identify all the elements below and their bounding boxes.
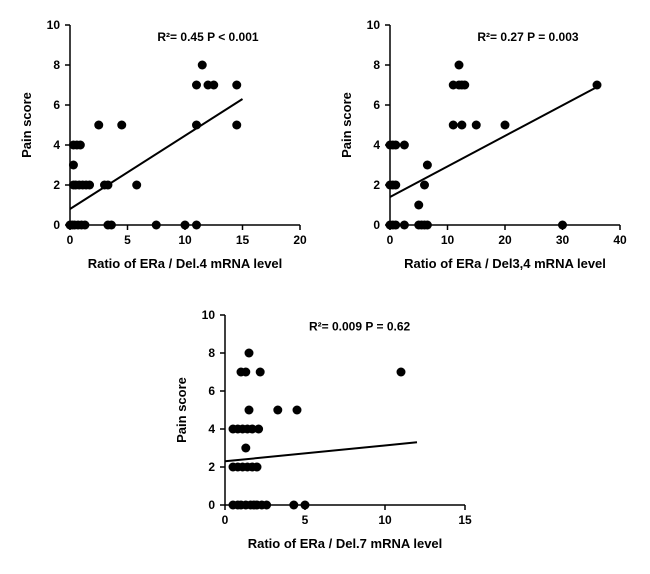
svg-text:0: 0 [222,513,229,527]
data-point [397,368,406,377]
svg-text:2: 2 [373,178,380,192]
data-point [69,161,78,170]
svg-text:8: 8 [373,58,380,72]
svg-text:5: 5 [124,233,131,247]
svg-text:20: 20 [498,233,512,247]
data-point [85,181,94,190]
y-axis-label: Pain score [174,377,189,443]
svg-text:10: 10 [378,513,392,527]
data-point [192,81,201,90]
data-point [209,81,218,90]
data-point [293,406,302,415]
data-point [192,221,201,230]
svg-text:8: 8 [208,346,215,360]
data-point [391,181,400,190]
svg-text:15: 15 [236,233,250,247]
svg-text:0: 0 [373,218,380,232]
data-point [232,121,241,130]
svg-text:6: 6 [208,384,215,398]
data-point [289,501,298,510]
data-point [241,368,250,377]
x-axis-label: Ratio of ERa / Del.7 mRNA level [248,536,443,551]
stats-label: R²= 0.45 P < 0.001 [157,30,259,44]
svg-text:2: 2 [208,460,215,474]
svg-text:10: 10 [367,18,381,32]
data-point [391,141,400,150]
stats-label: R²= 0.27 P = 0.003 [477,30,579,44]
data-point [254,425,263,434]
svg-text:30: 30 [556,233,570,247]
svg-text:10: 10 [202,308,216,322]
data-point [117,121,126,130]
svg-text:4: 4 [208,422,215,436]
data-point [457,121,466,130]
data-point [455,61,464,70]
data-point [107,221,116,230]
svg-text:10: 10 [441,233,455,247]
panel-del4: 0 5 10 15 20 0 2 4 6 8 10 Ratio of ERa / Del.4 mRNA… [15,10,315,285]
svg-text:15: 15 [458,513,472,527]
svg-text:8: 8 [53,58,60,72]
data-point [94,121,103,130]
data-point [253,463,262,472]
data-point [423,161,432,170]
data-point [400,221,409,230]
x-axis-label: Ratio of ERa / Del.4 mRNA level [88,256,283,271]
svg-text:0: 0 [208,498,215,512]
data-point [423,221,432,230]
data-point [256,368,265,377]
svg-text:0: 0 [67,233,74,247]
data-point [152,221,161,230]
data-point [245,406,254,415]
data-point [400,141,409,150]
data-point [262,501,271,510]
svg-text:40: 40 [613,233,627,247]
y-axis-label: Pain score [19,92,34,158]
svg-text:10: 10 [47,18,61,32]
panel-del7: 0 5 10 15 0 2 4 6 8 10 Ratio of ERa / Del.7 mRNA l… [170,300,480,565]
data-point [80,221,89,230]
data-point [501,121,510,130]
svg-text:4: 4 [373,138,380,152]
x-axis-label: Ratio of ERa / Del3,4 mRNA level [404,256,606,271]
y-axis-label: Pain score [339,92,354,158]
svg-text:5: 5 [302,513,309,527]
data-point [132,181,141,190]
scatter-plot-del7: 0 5 10 15 0 2 4 6 8 10 Ratio of ERa / Del.7 mRNA l… [170,300,480,560]
data-point [198,61,207,70]
data-point [76,141,85,150]
svg-text:4: 4 [53,138,60,152]
svg-text:6: 6 [53,98,60,112]
svg-text:20: 20 [293,233,307,247]
scatter-plot-del34: 0 10 20 30 40 0 2 4 6 8 10 Ratio of ERa / Del3,4 mR… [335,10,635,280]
svg-text:10: 10 [178,233,192,247]
stats-label: R²= 0.009 P = 0.62 [309,320,411,334]
data-point [558,221,567,230]
data-point [449,121,458,130]
data-point [241,444,250,453]
data-point [273,406,282,415]
svg-text:0: 0 [53,218,60,232]
data-point [420,181,429,190]
regression-line [390,87,597,197]
svg-text:6: 6 [373,98,380,112]
data-point [301,501,310,510]
data-point [414,201,423,210]
svg-text:2: 2 [53,178,60,192]
data-point [181,221,190,230]
regression-line [225,442,417,461]
scatter-plot-del4: 0 5 10 15 20 0 2 4 6 8 10 Ratio of ERa / Del.4 mRNA… [15,10,315,280]
panel-del34: 0 10 20 30 40 0 2 4 6 8 10 Ratio of ERa / Del3,4 mR… [335,10,635,285]
regression-line [70,99,243,209]
data-point [245,349,254,358]
data-point [460,81,469,90]
data-point [391,221,400,230]
data-point [232,81,241,90]
data-point [472,121,481,130]
svg-text:0: 0 [387,233,394,247]
